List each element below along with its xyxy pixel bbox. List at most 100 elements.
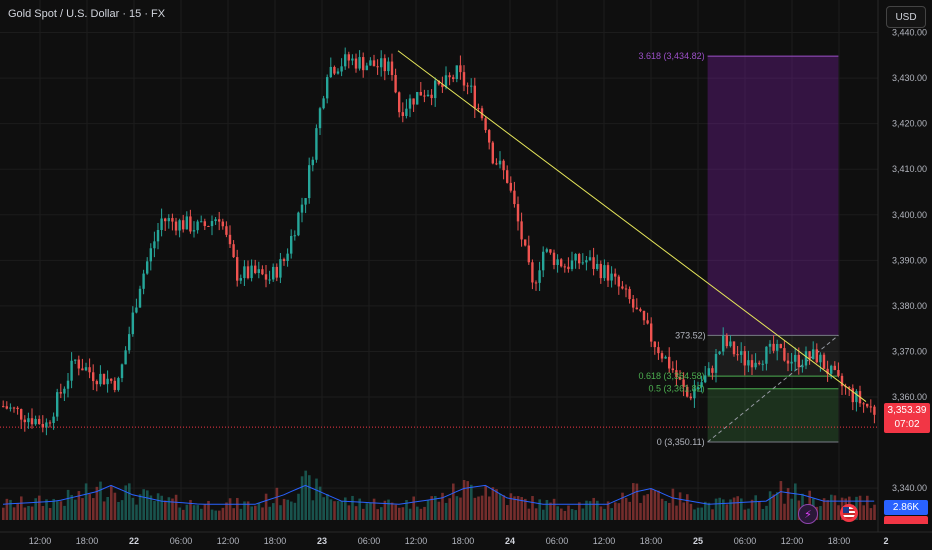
volume-bar: [779, 481, 783, 520]
candle-body: [527, 245, 530, 263]
volume-bar: [99, 481, 102, 520]
x-tick-label: 22: [129, 536, 139, 546]
candle-body: [729, 341, 732, 347]
candle-body: [41, 423, 44, 428]
candle-body: [401, 112, 404, 117]
volume-bar: [401, 507, 405, 520]
volume-bar: [113, 492, 117, 520]
candle-body: [200, 221, 203, 223]
candle-body: [279, 259, 282, 278]
volume-value-tag: 2.86K: [884, 500, 928, 515]
volume-bar: [664, 501, 667, 520]
candle-body: [164, 218, 167, 222]
x-tick-label: 12:00: [593, 536, 616, 546]
candle-body: [77, 359, 80, 369]
volume-bar: [250, 506, 253, 520]
bolt-icon[interactable]: ⚡: [798, 504, 818, 524]
volume-bar: [578, 502, 581, 520]
candle-body: [855, 391, 858, 403]
y-tick-label: 3,400.00: [892, 210, 927, 220]
candle-body: [293, 235, 296, 237]
candle-body: [524, 239, 527, 246]
candle-body: [740, 351, 743, 355]
volume-bar: [200, 508, 203, 520]
volume-bar: [858, 495, 862, 520]
x-tick-label: 06:00: [546, 536, 569, 546]
candle-body: [329, 66, 332, 78]
candle-body: [772, 343, 775, 351]
candle-body: [117, 378, 120, 390]
candle-body: [189, 216, 192, 232]
volume-bar: [322, 497, 325, 520]
candle-body: [221, 221, 224, 227]
x-tick-label: 12:00: [217, 536, 240, 546]
candle-body: [840, 375, 844, 387]
volume-bar: [174, 494, 178, 520]
volume-bar: [81, 498, 84, 520]
candle-body: [362, 57, 365, 71]
candle-body: [830, 365, 833, 374]
volume-bar: [257, 502, 261, 520]
volume-bar: [171, 498, 174, 520]
volume-bar: [423, 506, 426, 520]
candle-body: [315, 128, 318, 160]
candle-body: [210, 221, 214, 227]
candle-body: [351, 58, 354, 61]
candle-body: [228, 234, 232, 245]
candle-body: [574, 254, 577, 261]
volume-bar: [473, 497, 477, 520]
candle-body: [812, 349, 815, 360]
volume-bar: [38, 495, 41, 520]
x-tick-label: 18:00: [76, 536, 99, 546]
candle-body: [578, 254, 581, 264]
volume-bar: [189, 499, 192, 520]
us-flag-icon[interactable]: [840, 504, 858, 522]
candle-body: [376, 66, 379, 68]
candle-body: [214, 219, 217, 222]
volume-bar: [77, 491, 81, 520]
volume-bar: [560, 508, 563, 520]
x-tick-label: 23: [317, 536, 327, 546]
candle-body: [59, 392, 62, 394]
candle-body: [664, 356, 667, 359]
last-price-value: 3,353.39: [887, 405, 927, 416]
candle-body: [570, 260, 574, 270]
candle-body: [365, 65, 368, 71]
candle-body: [344, 54, 347, 67]
candle-body: [614, 273, 617, 277]
candle-body: [538, 270, 541, 283]
volume-bar: [498, 493, 502, 520]
volume-bar: [862, 505, 865, 520]
candle-body: [617, 276, 620, 287]
volume-bar: [315, 478, 318, 520]
candle-body: [632, 299, 635, 308]
candle-body: [790, 361, 793, 364]
candle-body: [12, 407, 16, 409]
volume-bar: [772, 494, 775, 520]
candle-body: [383, 58, 386, 72]
volume-bar: [711, 509, 714, 520]
volume-bar: [308, 475, 311, 520]
volume-bar: [268, 506, 271, 520]
candle-body: [261, 269, 264, 275]
volume-bar: [336, 501, 340, 520]
candle-body: [473, 85, 476, 109]
candle-body: [203, 221, 206, 226]
currency-button[interactable]: USD: [886, 6, 926, 28]
candle-body: [99, 373, 102, 385]
candle-body: [819, 354, 822, 363]
candle-body: [102, 373, 106, 385]
volume-bar: [491, 487, 495, 520]
candle-body: [873, 406, 876, 415]
volume-bar: [740, 498, 743, 520]
volume-bar: [23, 507, 27, 520]
volume-bar: [304, 470, 307, 520]
candle-body: [491, 142, 494, 164]
volume-bar: [225, 502, 228, 520]
volume-bar: [729, 499, 732, 520]
volume-bar: [372, 498, 376, 520]
y-tick-label: 3,430.00: [892, 73, 927, 83]
volume-bar: [412, 496, 415, 520]
volume-bar: [376, 509, 379, 520]
